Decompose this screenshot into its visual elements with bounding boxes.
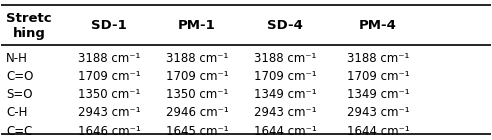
- Text: 1645 cm⁻¹: 1645 cm⁻¹: [166, 124, 228, 137]
- Text: 3188 cm⁻¹: 3188 cm⁻¹: [166, 52, 228, 65]
- Text: 2943 cm⁻¹: 2943 cm⁻¹: [254, 106, 316, 119]
- Text: 1350 cm⁻¹: 1350 cm⁻¹: [78, 88, 140, 101]
- Text: C=O: C=O: [6, 70, 33, 83]
- Text: 1709 cm⁻¹: 1709 cm⁻¹: [254, 70, 316, 83]
- Text: 1350 cm⁻¹: 1350 cm⁻¹: [166, 88, 228, 101]
- Text: C-H: C-H: [6, 106, 28, 119]
- Text: 3188 cm⁻¹: 3188 cm⁻¹: [347, 52, 409, 65]
- Text: 3188 cm⁻¹: 3188 cm⁻¹: [254, 52, 316, 65]
- Text: Stretc
hing: Stretc hing: [6, 12, 52, 40]
- Text: 1709 cm⁻¹: 1709 cm⁻¹: [78, 70, 140, 83]
- Text: 3188 cm⁻¹: 3188 cm⁻¹: [78, 52, 140, 65]
- Text: S=O: S=O: [6, 88, 33, 101]
- Text: SD-1: SD-1: [91, 19, 127, 32]
- Text: 1644 cm⁻¹: 1644 cm⁻¹: [347, 124, 409, 137]
- Text: PM-1: PM-1: [178, 19, 216, 32]
- Text: 1709 cm⁻¹: 1709 cm⁻¹: [347, 70, 409, 83]
- Text: 1644 cm⁻¹: 1644 cm⁻¹: [254, 124, 316, 137]
- Text: 2946 cm⁻¹: 2946 cm⁻¹: [166, 106, 228, 119]
- Text: PM-4: PM-4: [359, 19, 397, 32]
- Text: 1709 cm⁻¹: 1709 cm⁻¹: [166, 70, 228, 83]
- Text: N-H: N-H: [6, 52, 28, 65]
- Text: C=C: C=C: [6, 124, 32, 137]
- Text: 1349 cm⁻¹: 1349 cm⁻¹: [347, 88, 409, 101]
- Text: 2943 cm⁻¹: 2943 cm⁻¹: [78, 106, 140, 119]
- Text: 1349 cm⁻¹: 1349 cm⁻¹: [254, 88, 316, 101]
- Text: 1646 cm⁻¹: 1646 cm⁻¹: [78, 124, 140, 137]
- Text: SD-4: SD-4: [267, 19, 303, 32]
- Text: 2943 cm⁻¹: 2943 cm⁻¹: [347, 106, 409, 119]
